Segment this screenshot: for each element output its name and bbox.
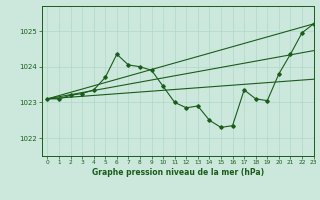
X-axis label: Graphe pression niveau de la mer (hPa): Graphe pression niveau de la mer (hPa) [92,168,264,177]
